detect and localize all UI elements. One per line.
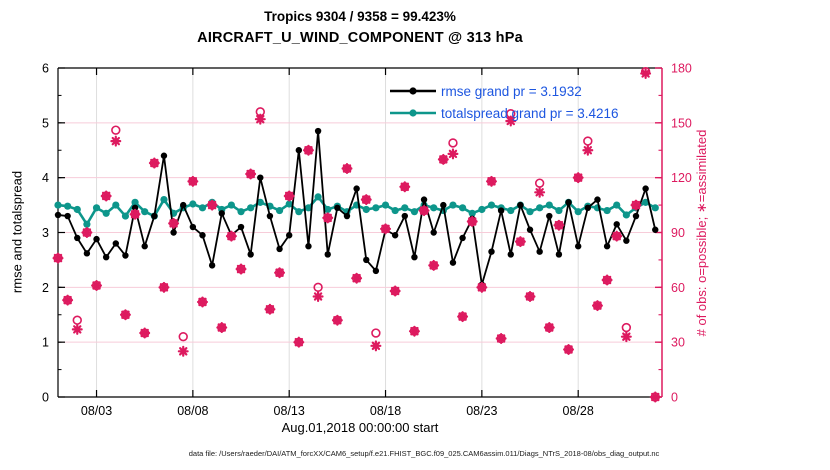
svg-text:60: 60: [671, 281, 685, 295]
legend-item-rmse: rmse grand pr = 3.1932: [388, 80, 619, 102]
svg-text:90: 90: [671, 226, 685, 240]
svg-text:08/13: 08/13: [274, 404, 305, 418]
chart-title-line2: AIRCRAFT_U_WIND_COMPONENT @ 313 hPa: [197, 30, 523, 46]
svg-text:3: 3: [42, 226, 49, 240]
legend: rmse grand pr = 3.1932 totalspread grand…: [388, 80, 619, 124]
legend-label-totalspread: totalspread grand pr = 3.4216: [441, 105, 619, 121]
rmse-line-marker-icon: [388, 85, 438, 97]
svg-text:0: 0: [671, 391, 678, 405]
svg-text:1: 1: [42, 336, 49, 350]
svg-text:2: 2: [42, 281, 49, 295]
svg-text:08/08: 08/08: [177, 404, 208, 418]
svg-text:120: 120: [671, 171, 692, 185]
x-axis-label: Aug.01,2018 00:00:00 start: [281, 420, 439, 435]
svg-text:4: 4: [42, 171, 49, 185]
legend-label-rmse: rmse grand pr = 3.1932: [441, 83, 582, 99]
svg-text:08/28: 08/28: [563, 404, 594, 418]
svg-text:150: 150: [671, 116, 692, 130]
chart-title: Tropics 9304 / 9358 = 99.423% AIRCRAFT_U…: [58, 6, 662, 49]
svg-text:08/23: 08/23: [466, 404, 497, 418]
svg-text:0: 0: [42, 391, 49, 405]
svg-text:6: 6: [42, 62, 49, 76]
legend-item-totalspread: totalspread grand pr = 3.4216: [388, 102, 619, 124]
data-file-path: data file: /Users/raeder/DAI/ATM_forcXX/…: [188, 449, 660, 458]
svg-text:30: 30: [671, 336, 685, 350]
svg-text:08/03: 08/03: [81, 404, 112, 418]
chart-title-line1: Tropics 9304 / 9358 = 99.423%: [264, 9, 456, 24]
svg-text:180: 180: [671, 62, 692, 76]
totalspread-line-marker-icon: [388, 107, 438, 119]
svg-text:08/18: 08/18: [370, 404, 401, 418]
svg-text:5: 5: [42, 116, 49, 130]
